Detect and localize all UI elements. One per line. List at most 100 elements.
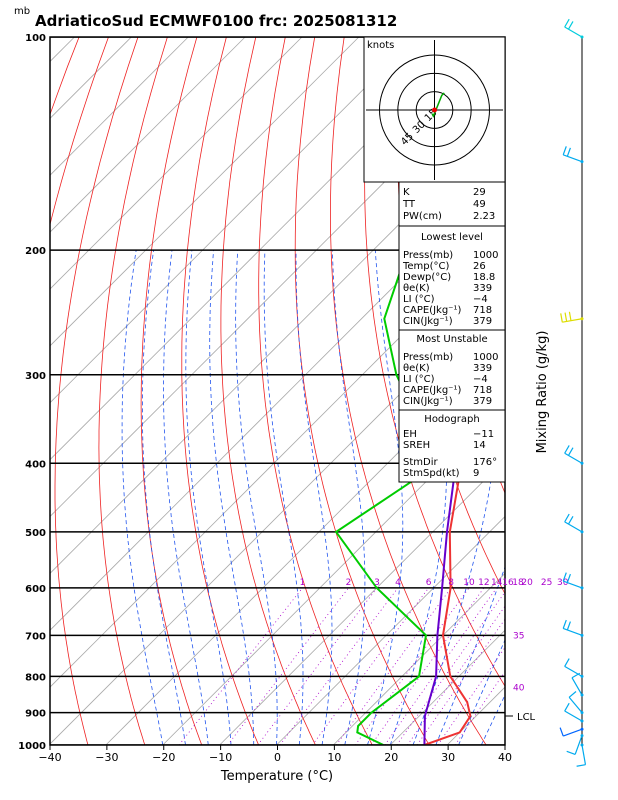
most-unstable-row-label: θe(K): [403, 363, 430, 374]
moist-adiabat-line: [209, 250, 255, 745]
lowest-level-row-value: 339: [473, 283, 492, 294]
most-unstable-row-label: LI (°C): [403, 374, 435, 385]
pressure-tick-label: 400: [25, 459, 46, 470]
most-unstable-row-value: 1000: [473, 352, 498, 363]
lcl-label: LCL: [517, 712, 536, 723]
pressure-tick-label: 300: [25, 371, 46, 382]
pressure-tick-label: 800: [25, 672, 46, 683]
tt-index-value: 49: [473, 199, 486, 210]
hodograph-row-value: −11: [473, 429, 494, 440]
mixing-ratio-label: 16: [502, 578, 514, 588]
lowest-level-row-value: 379: [473, 316, 492, 327]
isotherm-line: [50, 37, 473, 461]
lowest-level-row-value: 718: [473, 305, 492, 316]
moist-adiabat-line: [367, 250, 404, 745]
lowest-level-row-value: 1000: [473, 250, 498, 261]
isotherm-line: [50, 37, 360, 347]
mixing-ratio-axis-label: Mixing Ratio (g/kg): [535, 331, 550, 454]
stability-indices-panel: K 29 TT 49 PW(cm) 2.23 Lowest level Pres…: [398, 181, 506, 483]
most-unstable-row-value: −4: [473, 374, 488, 385]
hodograph-row-label: SREH: [403, 440, 430, 451]
most-unstable-row-label: CAPE(Jkg⁻¹): [403, 385, 461, 396]
pressure-tick-label: 600: [25, 584, 46, 595]
lowest-level-row-value: −4: [473, 294, 488, 305]
pressure-tick-label: 1000: [18, 741, 46, 752]
dry-adiabat-line: [54, 37, 139, 745]
hodograph-row-value: 176°: [473, 457, 497, 468]
wind-barb: [564, 702, 584, 723]
wind-barb: [559, 727, 584, 737]
moist-adiabat-line: [163, 250, 209, 745]
hodograph-row-value: 14: [473, 440, 486, 451]
mixing-ratio-label: 25: [541, 578, 552, 588]
lowest-level-row-label: θe(K): [403, 283, 430, 294]
pressure-unit-label: mb: [14, 6, 30, 17]
mixing-ratio-label: 4: [395, 578, 401, 588]
isotherm-line: [333, 572, 505, 745]
most-unstable-row-value: 379: [473, 396, 492, 407]
wind-barb: [564, 658, 584, 678]
pressure-tick-label: 700: [25, 631, 46, 642]
wind-barb: [564, 513, 584, 534]
most-unstable-row-label: CIN(Jkg⁻¹): [403, 396, 453, 407]
mixing-ratio-label: 2: [346, 578, 352, 588]
lowest-level-row-label: Press(mb): [403, 250, 453, 261]
isotherm-line: [162, 402, 505, 745]
k-index-label: K: [403, 187, 410, 198]
mixing-ratio-label: 8: [448, 578, 454, 588]
mixing-ratio-label: 6: [426, 578, 432, 588]
dry-adiabat-line: [220, 37, 316, 745]
moist-adiabat-line: [121, 250, 164, 745]
wind-barb: [560, 311, 584, 323]
temperature-tick-label: −30: [95, 751, 118, 764]
hodograph-ring: [397, 72, 472, 148]
mixing-ratio-line: [396, 591, 505, 745]
temperature-tick-label: 30: [441, 751, 455, 764]
pw-value: 2.23: [473, 211, 495, 222]
moist-adiabat-line: [141, 250, 186, 745]
hodograph-ring: [379, 54, 490, 166]
temperature-tick-label: 20: [384, 751, 398, 764]
lowest-level-row-label: CAPE(Jkg⁻¹): [403, 305, 461, 316]
wind-barb: [562, 572, 584, 590]
k-index-value: 29: [473, 187, 486, 198]
tt-index-label: TT: [402, 199, 416, 210]
dry-adiabat-line: [98, 37, 168, 745]
most-unstable-row-value: 339: [473, 363, 492, 374]
wind-barb: [562, 146, 584, 164]
most-unstable-row-label: Press(mb): [403, 352, 453, 363]
theta-e-label: 40: [513, 684, 525, 694]
isotherm-line: [219, 459, 505, 745]
temperature-tick-label: −40: [38, 751, 61, 764]
temperature-tick-label: 40: [498, 751, 512, 764]
wind-barb: [568, 691, 584, 715]
mixing-ratio-label: 1: [300, 578, 306, 588]
hodograph-trace: [431, 92, 445, 118]
lowest-level-row-value: 26: [473, 261, 486, 272]
mixing-ratio-label: 20: [521, 578, 533, 588]
moist-adiabat-line: [185, 250, 232, 745]
isotherm-line: [50, 37, 189, 176]
temperature-tick-label: 10: [327, 751, 341, 764]
mixing-ratio-label: 3: [374, 578, 380, 588]
wind-barb: [564, 18, 584, 39]
isotherm-line: [50, 37, 417, 404]
pw-label: PW(cm): [403, 211, 442, 222]
hodograph-unit-label: knots: [367, 40, 394, 51]
storm-motion-marker: [432, 107, 437, 113]
isotherm-line: [50, 174, 505, 631]
hodograph-ring: [415, 91, 454, 129]
wind-barb: [562, 619, 584, 637]
dry-adiabat-line: [330, 37, 487, 745]
isotherm-line: [50, 37, 246, 233]
lowest-level-row-label: LI (°C): [403, 294, 435, 305]
temperature-tick-label: −20: [152, 751, 175, 764]
isotherm-line: [50, 37, 303, 290]
temperature-tick-label: −10: [209, 751, 232, 764]
dry-adiabat-line: [258, 37, 373, 745]
dry-adiabat-line: [181, 37, 259, 745]
wind-barb: [566, 734, 584, 755]
